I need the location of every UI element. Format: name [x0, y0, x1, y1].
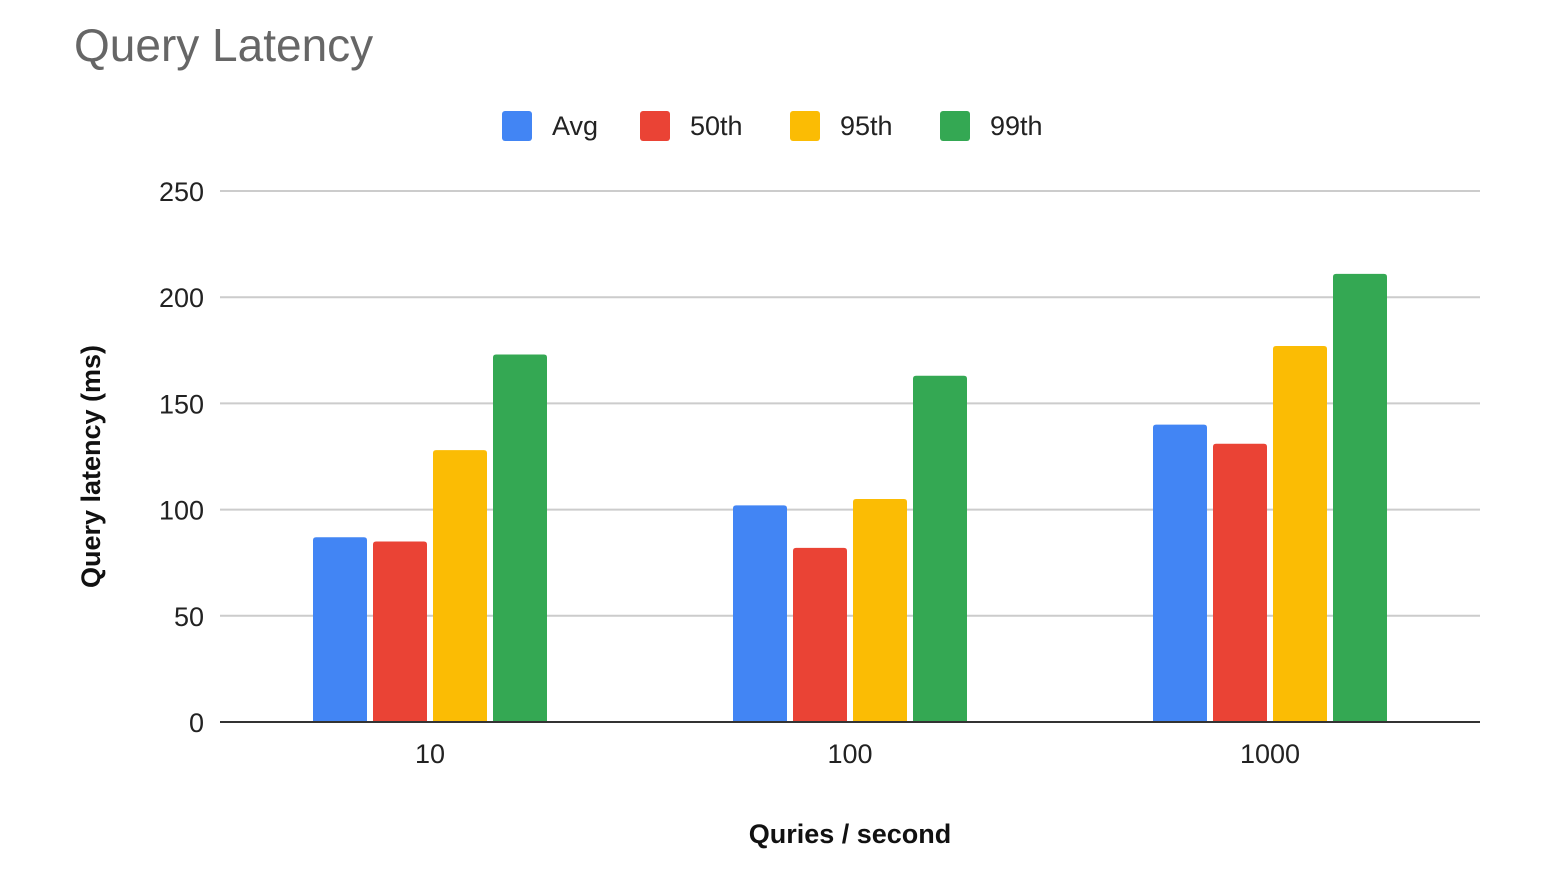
- legend-item-50th: 50th: [640, 111, 743, 141]
- y-axis-title: Query latency (ms): [76, 345, 106, 588]
- y-tick-label: 200: [159, 283, 204, 313]
- legend: Avg 50th 95th 99th: [502, 111, 1043, 141]
- bar-50th-100: [793, 547, 847, 722]
- bar-50th-1000: [1213, 443, 1267, 722]
- y-tick-label: 0: [189, 708, 204, 738]
- chart-title: Query Latency: [74, 19, 374, 71]
- x-tick-labels: 10 100 1000: [415, 739, 1300, 769]
- legend-label: 99th: [990, 111, 1043, 141]
- x-tick-label: 100: [827, 739, 872, 769]
- legend-swatch: [790, 111, 820, 141]
- y-tick-labels: 0 50 100 150 200 250: [159, 177, 204, 738]
- legend-label: 95th: [840, 111, 893, 141]
- legend-label: Avg: [552, 111, 598, 141]
- x-tick-label: 1000: [1240, 739, 1300, 769]
- bar-50th-10: [373, 541, 427, 722]
- x-tick-label: 10: [415, 739, 445, 769]
- bar-99th-1000: [1333, 273, 1387, 722]
- bar-95th-1000: [1273, 346, 1327, 722]
- bar-avg-1000: [1153, 424, 1207, 722]
- bar-avg-100: [733, 505, 787, 722]
- legend-item-avg: Avg: [502, 111, 598, 141]
- legend-swatch: [502, 111, 532, 141]
- y-tick-label: 150: [159, 389, 204, 419]
- bar-99th-10: [493, 354, 547, 722]
- x-axis-title: Quries / second: [749, 819, 952, 849]
- legend-item-95th: 95th: [790, 111, 893, 141]
- gridlines: [220, 190, 1480, 617]
- y-tick-label: 50: [174, 602, 204, 632]
- y-tick-label: 250: [159, 177, 204, 207]
- bar-avg-10: [313, 537, 367, 722]
- bar-95th-10: [433, 450, 487, 722]
- legend-swatch: [640, 111, 670, 141]
- legend-swatch: [940, 111, 970, 141]
- y-tick-label: 100: [159, 496, 204, 526]
- bar-95th-100: [853, 498, 907, 722]
- bars: [313, 273, 1387, 722]
- legend-item-99th: 99th: [940, 111, 1043, 141]
- legend-label: 50th: [690, 111, 743, 141]
- bar-99th-100: [913, 375, 967, 722]
